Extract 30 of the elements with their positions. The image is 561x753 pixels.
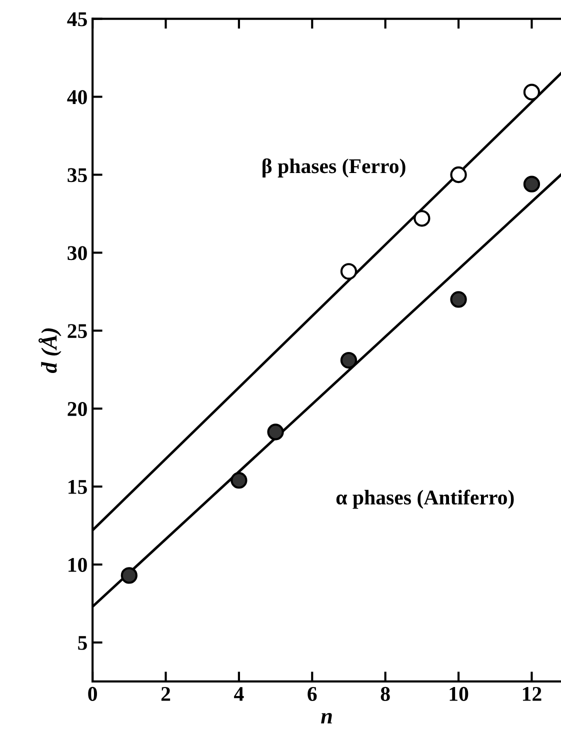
annotation: β phases (Ferro) xyxy=(262,158,406,178)
point xyxy=(523,176,540,192)
x-tick-label: 12 xyxy=(522,686,542,701)
point xyxy=(523,84,540,100)
point xyxy=(230,472,248,489)
x-tick-label: 2 xyxy=(161,686,170,701)
x-axis-title: n xyxy=(321,712,332,724)
y-tick-label: 40 xyxy=(67,90,87,104)
point xyxy=(340,263,358,280)
point xyxy=(267,424,284,440)
point xyxy=(450,166,467,184)
y-tick-label: 5 xyxy=(78,636,87,650)
annotation: α phases (Antiferro) xyxy=(336,490,514,509)
point xyxy=(340,352,358,369)
point xyxy=(414,210,430,227)
y-tick-label: 35 xyxy=(68,168,87,182)
point xyxy=(120,567,138,584)
x-tick-label: 0 xyxy=(88,686,97,701)
y-tick-label: 25 xyxy=(68,324,87,338)
x-tick-label: 8 xyxy=(380,686,390,701)
y-tick-label: 15 xyxy=(68,480,87,494)
x-tick-label: 4 xyxy=(234,687,244,701)
point xyxy=(450,291,467,308)
x-tick-label: 10 xyxy=(450,686,468,701)
x-tick-label: 6 xyxy=(308,686,317,701)
y-tick-label: 45 xyxy=(67,12,87,26)
y-axis-title: d (Å) xyxy=(38,328,62,374)
y-tick-label: 20 xyxy=(68,402,87,416)
y-tick-label: 10 xyxy=(68,558,87,572)
y-tick-label: 30 xyxy=(68,246,87,260)
